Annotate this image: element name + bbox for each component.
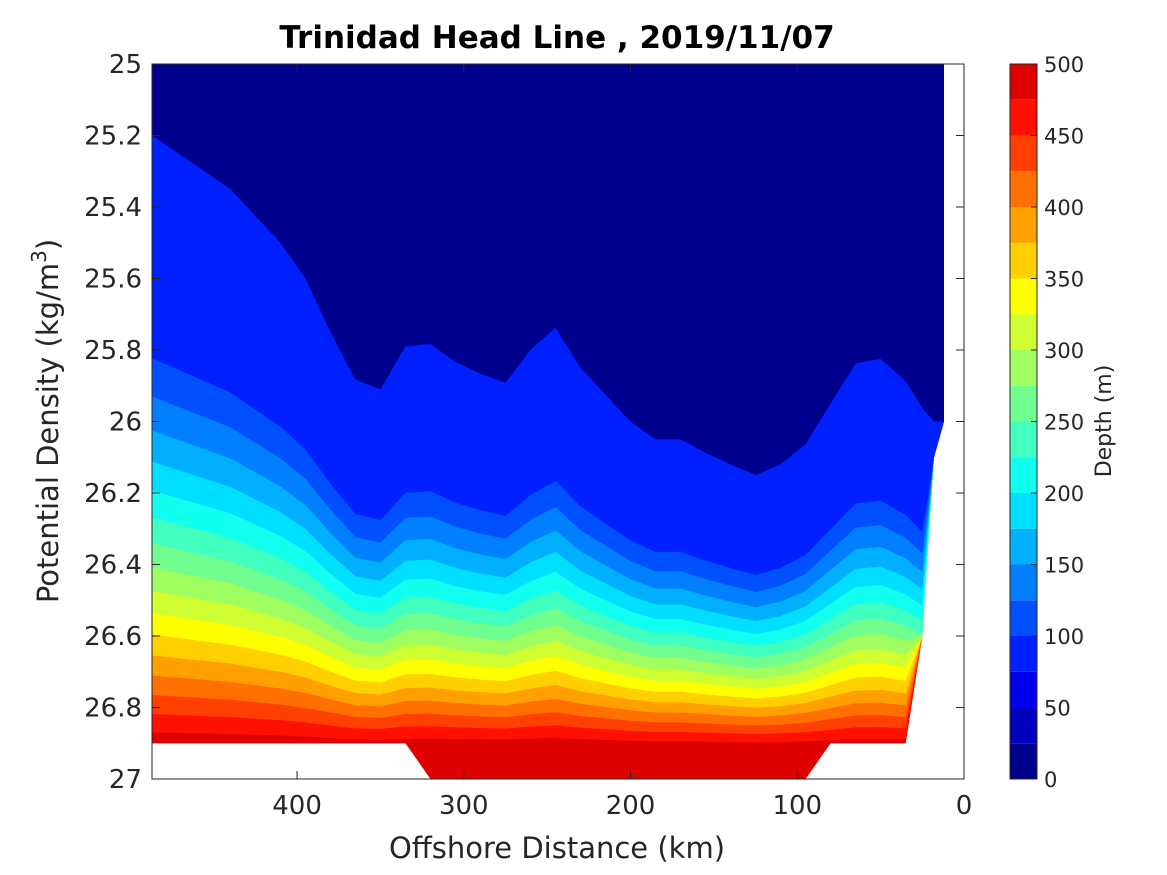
y-tick-label: 25 — [109, 50, 142, 80]
chart-title: Trinidad Head Line , 2019/11/07 — [279, 20, 834, 56]
y-axis-label-superscript: 3 — [27, 250, 51, 263]
y-tick-label: 25.2 — [84, 122, 142, 152]
x-tick-label: 200 — [606, 791, 656, 821]
colorbar-tick-label: 300 — [1044, 339, 1084, 363]
colorbar-tick-label: 450 — [1044, 125, 1084, 149]
colorbar: 0 50 100 150 200 250 300 350 400 450 500 — [1009, 53, 1084, 792]
x-tick-label: 0 — [956, 791, 973, 821]
y-tick-label: 26 — [109, 408, 142, 438]
colorbar-swatch — [1010, 350, 1037, 386]
y-tick-label: 27 — [109, 765, 142, 795]
y-axis: 25 25.2 25.4 25.6 25.8 26 26.2 26.4 26.6 26.8 27 — [84, 50, 964, 795]
colorbar-tick-label: 100 — [1044, 625, 1084, 649]
x-tick-label: 300 — [439, 791, 489, 821]
colorbar-swatch — [1010, 242, 1037, 279]
colorbar-swatch — [1010, 528, 1037, 565]
x-tick-label: 400 — [272, 791, 322, 821]
y-tick-label: 26.4 — [84, 551, 142, 581]
x-tick-label: 100 — [772, 791, 822, 821]
colorbar-swatch — [1010, 600, 1037, 636]
colorbar-tick-label: 0 — [1044, 768, 1057, 792]
colorbar-tick-label: 150 — [1044, 554, 1084, 578]
colorbar-swatch — [1010, 636, 1037, 672]
colorbar-swatch — [1010, 743, 1037, 779]
y-tick-label: 26.2 — [84, 479, 142, 509]
colorbar-swatch — [1010, 385, 1037, 422]
y-tick-label: 25.4 — [84, 193, 142, 223]
colorbar-tick-label: 500 — [1044, 53, 1084, 77]
colorbar-swatch — [1010, 135, 1037, 172]
y-axis-label-suffix: ) — [31, 239, 65, 250]
colorbar-tick-label: 200 — [1044, 482, 1084, 506]
y-axis-label-main: Potential Density (kg/m — [31, 263, 65, 603]
colorbar-tick-label: 250 — [1044, 411, 1084, 435]
colorbar-swatch — [1010, 564, 1037, 601]
y-tick-label: 26.8 — [84, 694, 142, 724]
colorbar-swatch — [1010, 99, 1037, 136]
colorbar-swatch — [1010, 171, 1037, 207]
y-tick-label: 25.6 — [84, 265, 142, 295]
colorbar-tick-label: 400 — [1044, 196, 1084, 220]
colorbar-label: Depth (m) — [1092, 365, 1117, 478]
y-axis-label: Potential Density (kg/m3) — [27, 239, 65, 603]
contour-band-0-25 — [152, 64, 944, 476]
colorbar-swatch — [1010, 457, 1037, 493]
x-axis: 400 300 200 100 0 — [272, 64, 972, 821]
y-tick-label: 26.6 — [84, 622, 142, 652]
colorbar-tick-label: 350 — [1044, 268, 1084, 292]
colorbar-swatch — [1010, 64, 1037, 100]
colorbar-swatch — [1010, 707, 1037, 744]
colorbar-swatch — [1010, 421, 1037, 458]
colorbar-swatch — [1010, 314, 1037, 350]
colorbar-swatch — [1010, 671, 1037, 708]
y-tick-label: 25.8 — [84, 336, 142, 366]
colorbar-swatch — [1010, 493, 1037, 529]
colorbar-swatch — [1010, 207, 1037, 243]
colorbar-tick-label: 50 — [1044, 697, 1071, 721]
colorbar-swatch — [1010, 278, 1037, 315]
contour-fill-layer — [152, 64, 944, 779]
x-axis-label: Offshore Distance (km) — [389, 831, 725, 865]
